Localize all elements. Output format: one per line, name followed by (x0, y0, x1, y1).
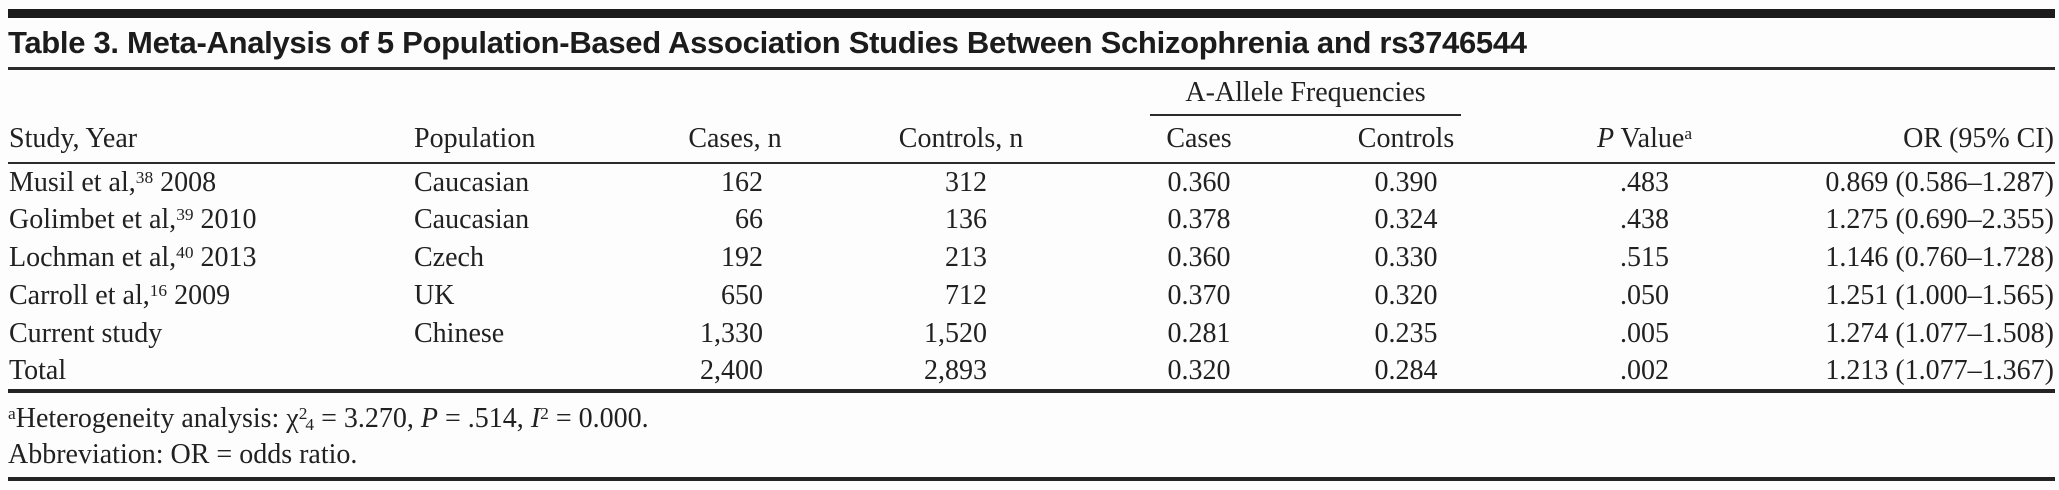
header-row: Study, Year Population Cases, n Controls… (8, 117, 2055, 164)
cell-population: Caucasian (414, 204, 530, 235)
footnotes: aHeterogeneity analysis: χ24 = 3.270, P … (8, 401, 2055, 473)
cell-study-year: Total (8, 353, 413, 393)
cell-controls-n: 136 (945, 204, 987, 235)
cell-or-ci: 0.869 (0.586–1.287) (1825, 166, 2054, 198)
cell-freq-controls: 0.284 (1276, 353, 1536, 393)
cell-freq-controls: 0.324 (1374, 204, 1438, 235)
col-header-controls-n: Controls, n (800, 117, 1122, 164)
cell-controls-n: 2,893 (800, 353, 1122, 393)
cell-freq-controls: 0.235 (1374, 318, 1438, 349)
cell-or-ci: 1.251 (1.000–1.565) (1825, 280, 2054, 311)
meta-analysis-table: A-Allele Frequencies Study, Year Populat… (8, 70, 2055, 393)
col-header-or-ci: OR (95% CI) (1753, 117, 2055, 164)
cell-population: Chinese (414, 318, 505, 349)
cell-cases-n: 650 (721, 280, 763, 311)
cell-p-value: .438 (1620, 204, 1669, 235)
col-header-freq-controls: Controls (1276, 117, 1536, 164)
cell-controls-n: 712 (945, 280, 987, 311)
p-value-footnote-marker: a (1684, 124, 1693, 144)
cell-cases-n: 162 (721, 166, 763, 198)
cell-controls-n: 312 (945, 166, 987, 198)
bottom-rule (8, 477, 2055, 481)
cell-study-year: Lochman et al,40 2013 (9, 242, 257, 273)
table-row: Total 2,400 2,893 0.320 0.284.002 1.213 (1.07… (8, 353, 2055, 393)
cell-or-ci: 1.275 (0.690–2.355) (1825, 204, 2054, 235)
spanner-label: A-Allele Frequencies (1150, 77, 1461, 116)
table-row: Lochman et al,40 2013 Czech 192 213 0.360 0.3… (8, 239, 2055, 277)
cell-p-value: .050 (1620, 280, 1669, 311)
spanner-empty-left (8, 70, 1122, 117)
col-header-freq-cases: Cases (1122, 117, 1276, 164)
reference-superscript: 38 (135, 167, 154, 187)
cell-p-value: .515 (1620, 242, 1669, 273)
cell-controls-n: 1,520 (924, 318, 987, 349)
cell-freq-controls: 0.320 (1374, 280, 1438, 311)
cell-freq-cases: 0.320 (1122, 353, 1276, 393)
cell-freq-controls: 0.390 (1374, 166, 1438, 198)
cell-freq-controls: 0.330 (1374, 242, 1438, 273)
table-row: Musil et al,38 2008 Caucasian 162 312 0.360 0… (8, 163, 2055, 201)
table-body: Musil et al,38 2008 Caucasian 162 312 0.360 0… (8, 163, 2055, 393)
reference-superscript: 40 (176, 243, 194, 263)
table-row: Current study Chinese 1,330 1,520 0.281 0.235… (8, 315, 2055, 353)
cell-or-ci: 1.274 (1.077–1.508) (1825, 318, 2054, 349)
cell-p-value: .002 (1536, 353, 1753, 393)
cell-population: Czech (414, 242, 484, 273)
title-rule (8, 67, 2055, 70)
footnote: aHeterogeneity analysis: χ24 = 3.270, P … (8, 403, 649, 435)
cell-study-year: Current study (9, 318, 163, 349)
cell-freq-cases: 0.370 (1167, 280, 1231, 311)
table-title: Table 3. Meta-Analysis of 5 Population-B… (8, 25, 1527, 60)
cell-population: Caucasian (414, 166, 530, 198)
col-header-cases-n: Cases, n (670, 117, 800, 164)
cell-cases-n: 192 (721, 242, 763, 273)
cell-freq-cases: 0.281 (1167, 318, 1231, 349)
cell-p-value: .005 (1620, 318, 1669, 349)
p-value-italic: P (1596, 123, 1615, 154)
cell-freq-cases: 0.378 (1167, 204, 1231, 235)
col-header-p-value: P Valuea (1536, 117, 1753, 164)
table-row: Carroll et al,16 2009 UK 650 712 0.370 0.320.… (8, 277, 2055, 315)
cell-study-year: Musil et al,38 2008 (9, 166, 217, 198)
spanner-row: A-Allele Frequencies (8, 70, 2055, 117)
spanner-allele-frequencies: A-Allele Frequencies (1122, 70, 1536, 117)
cell-cases-n: 2,400 (670, 353, 800, 393)
cell-cases-n: 1,330 (700, 318, 763, 349)
footnote: Abbreviation: OR = odds ratio. (8, 439, 358, 470)
cell-or-ci: 1.213 (1.077–1.367) (1753, 353, 2055, 393)
top-rule-bar (8, 9, 2055, 18)
p-value-rest: Value (1614, 123, 1685, 154)
reference-superscript: 16 (149, 281, 168, 301)
reference-superscript: 39 (176, 205, 194, 225)
table-row: Golimbet et al,39 2010 Caucasian 66 136 0.37… (8, 201, 2055, 239)
cell-or-ci: 1.146 (0.760–1.728) (1825, 242, 2054, 273)
cell-population (413, 353, 670, 393)
col-header-population: Population (413, 117, 670, 164)
spanner-empty-right (1536, 70, 2055, 117)
cell-freq-cases: 0.360 (1167, 166, 1231, 198)
cell-cases-n: 66 (735, 204, 763, 235)
cell-population: UK (414, 280, 455, 311)
cell-study-year: Carroll et al,16 2009 (9, 280, 231, 311)
cell-freq-cases: 0.360 (1167, 242, 1231, 273)
cell-study-year: Golimbet et al,39 2010 (9, 204, 257, 235)
cell-controls-n: 213 (945, 242, 987, 273)
col-header-study-year: Study, Year (8, 117, 413, 164)
cell-p-value: .483 (1620, 166, 1669, 198)
